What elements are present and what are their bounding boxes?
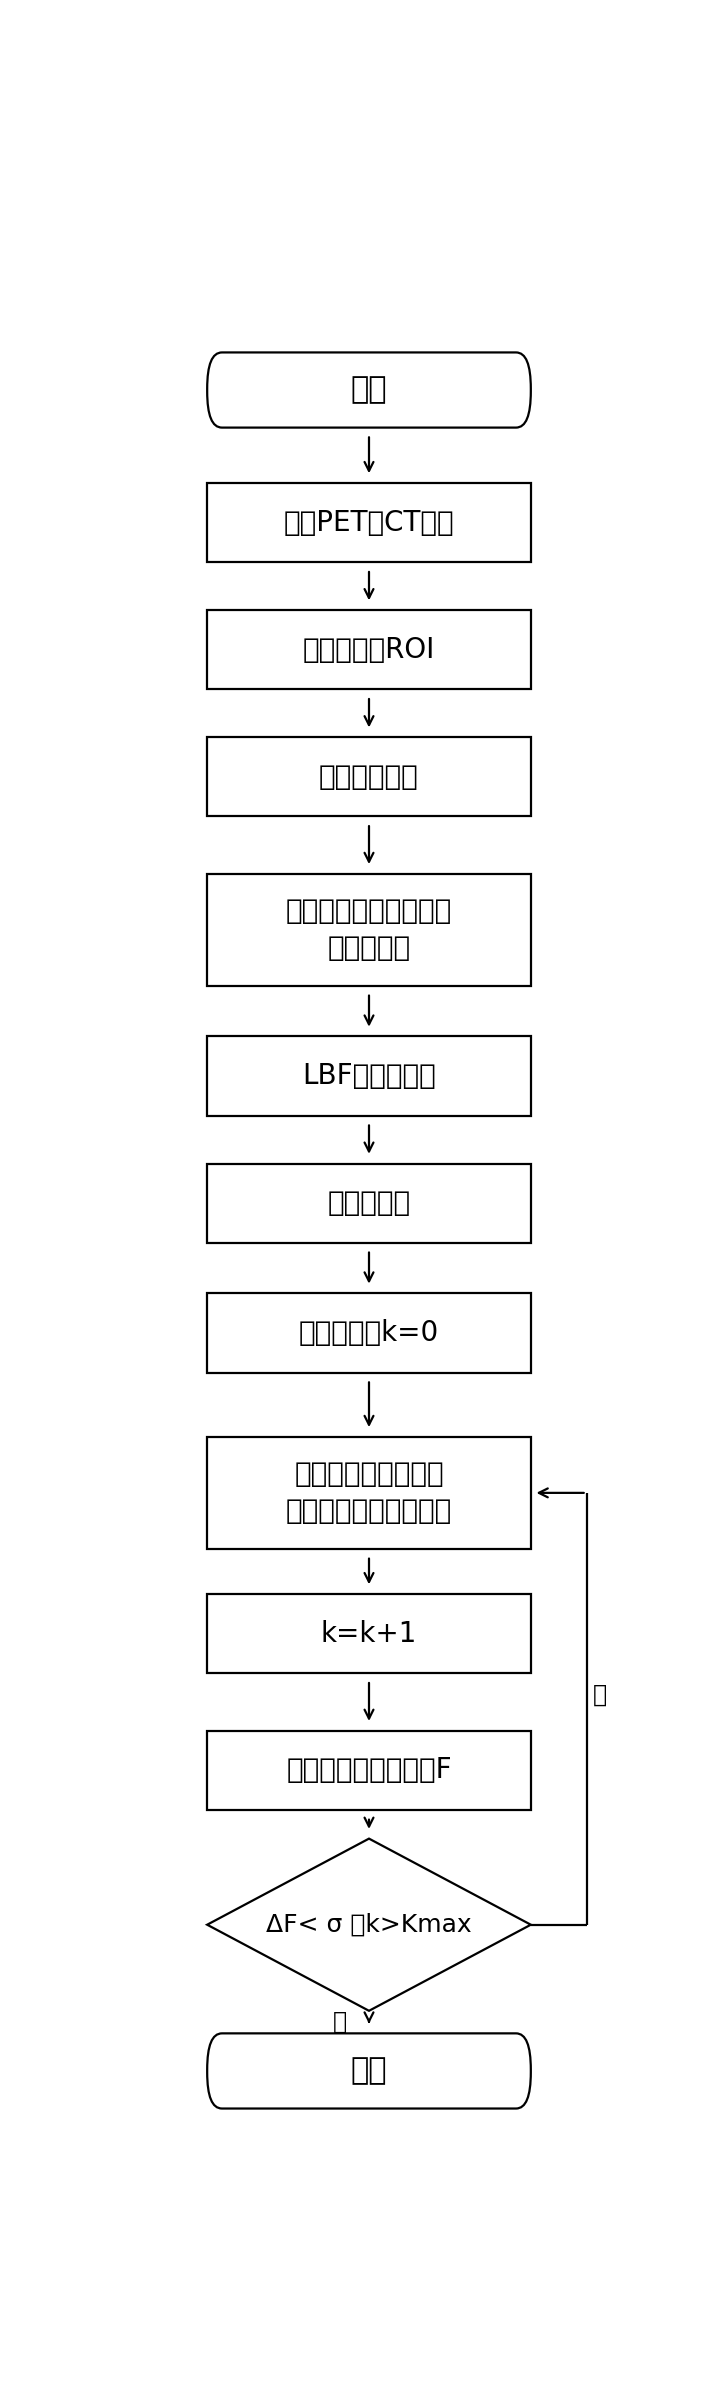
Polygon shape: [207, 1838, 531, 2010]
Text: 开始: 开始: [351, 376, 387, 405]
Bar: [207, 1730, 531, 1809]
FancyBboxPatch shape: [207, 2034, 531, 2108]
Bar: [207, 611, 531, 690]
Text: 构建边缘引导函数和灰
度联合向量: 构建边缘引导函数和灰 度联合向量: [286, 898, 452, 963]
Bar: [207, 1037, 531, 1117]
Bar: [207, 484, 531, 563]
Bar: [207, 875, 531, 985]
Bar: [207, 1294, 531, 1373]
Bar: [207, 1438, 531, 1548]
Text: ΔF< σ 或k>Kmax: ΔF< σ 或k>Kmax: [266, 1912, 472, 1936]
Bar: [207, 738, 531, 817]
Bar: [207, 1593, 531, 1672]
Bar: [207, 1164, 531, 1244]
Text: 计算边缘引导函数和
灰度联合向量的拟合值: 计算边缘引导函数和 灰度联合向量的拟合值: [286, 1462, 452, 1526]
Text: LBF模型的改进: LBF模型的改进: [302, 1061, 436, 1090]
Text: 参数初始化: 参数初始化: [328, 1188, 410, 1217]
Text: 计算水平集能量泛函F: 计算水平集能量泛函F: [286, 1756, 452, 1785]
Text: 设置计数器k=0: 设置计数器k=0: [299, 1318, 439, 1347]
Text: k=k+1: k=k+1: [321, 1620, 417, 1648]
Text: 获取肺结节ROI: 获取肺结节ROI: [303, 635, 435, 664]
Text: 是: 是: [333, 2010, 347, 2034]
Text: 输入PET和CT图像: 输入PET和CT图像: [284, 508, 454, 537]
Text: 获取初始轮廓: 获取初始轮廓: [319, 762, 419, 791]
FancyBboxPatch shape: [207, 352, 531, 426]
Text: 否: 否: [593, 1682, 608, 1706]
Text: 结束: 结束: [351, 2056, 387, 2085]
